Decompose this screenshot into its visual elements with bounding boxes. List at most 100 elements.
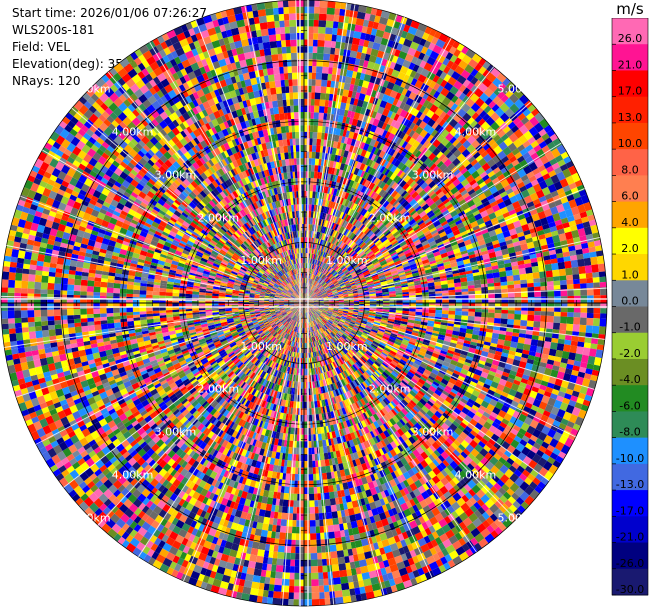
velocity-cell (490, 67, 501, 78)
velocity-cell (350, 233, 356, 240)
velocity-cell (505, 129, 514, 138)
velocity-cell (432, 147, 441, 157)
velocity-cell (487, 82, 498, 93)
velocity-cell (410, 221, 418, 228)
velocity-cell (332, 161, 337, 169)
velocity-cell (335, 161, 340, 169)
velocity-cell (346, 239, 352, 246)
velocity-cell (513, 138, 523, 149)
velocity-cell (524, 120, 534, 131)
velocity-cell (480, 150, 489, 158)
velocity-cell (385, 202, 393, 210)
velocity-cell (418, 189, 427, 198)
velocity-cell (344, 171, 350, 179)
velocity-cell (433, 90, 441, 99)
velocity-cell (422, 91, 430, 100)
velocity-cell (583, 342, 592, 349)
velocity-cell (308, 32, 314, 40)
velocity-cell (319, 152, 323, 160)
velocity-cell (337, 183, 343, 191)
velocity-cell (336, 155, 341, 163)
velocity-cell (448, 173, 456, 181)
velocity-cell (455, 310, 462, 316)
velocity-cell (340, 149, 345, 157)
velocity-cell (304, 65, 309, 73)
velocity-cell (462, 170, 472, 179)
velocity-cell (312, 66, 317, 73)
velocity-cell (330, 236, 335, 244)
velocity-cell (347, 239, 353, 246)
velocity-cell (427, 118, 436, 128)
velocity-cell (544, 263, 553, 272)
velocity-cell (449, 110, 458, 119)
velocity-cell (326, 213, 331, 221)
velocity-cell (557, 261, 566, 270)
velocity-cell (480, 316, 488, 323)
velocity-cell (312, 138, 317, 146)
velocity-cell (344, 229, 350, 236)
velocity-cell (355, 237, 362, 245)
instrument-label: WLS200s-181 (12, 23, 95, 37)
velocity-cell (345, 207, 351, 215)
velocity-cell (527, 104, 537, 113)
velocity-cell (349, 173, 354, 181)
velocity-cell (415, 134, 425, 144)
velocity-cell (346, 200, 352, 208)
velocity-cell (407, 160, 414, 169)
velocity-cell (404, 53, 414, 63)
velocity-cell (333, 14, 340, 22)
velocity-cell (327, 193, 332, 201)
velocity-cell (454, 97, 463, 106)
velocity-cell (324, 199, 328, 207)
velocity-cell (398, 50, 408, 60)
velocity-cell (380, 225, 388, 233)
velocity-cell (392, 200, 399, 207)
velocity-cell (482, 77, 493, 88)
velocity-cell (527, 310, 535, 316)
velocity-cell (347, 151, 353, 159)
velocity-cell (374, 251, 382, 257)
velocity-cell (443, 65, 451, 74)
velocity-cell (384, 211, 391, 218)
velocity-cell (553, 316, 561, 324)
velocity-cell (440, 87, 450, 97)
velocity-cell (346, 96, 352, 105)
velocity-cell (311, 224, 314, 232)
velocity-cell (399, 109, 408, 118)
velocity-cell (335, 210, 340, 217)
velocity-cell (374, 239, 381, 245)
velocity-cell (363, 202, 369, 210)
velocity-cell (327, 200, 332, 208)
velocity-cell (394, 212, 402, 220)
velocity-cell (417, 74, 427, 84)
velocity-cell (486, 273, 494, 279)
velocity-cell (424, 149, 433, 158)
velocity-cell (338, 15, 345, 23)
velocity-cell (462, 87, 471, 96)
velocity-cell (366, 230, 373, 237)
velocity-cell (599, 276, 607, 283)
velocity-cell (405, 97, 415, 107)
velocity-cell (368, 54, 377, 64)
velocity-cell (466, 90, 474, 99)
velocity-cell (579, 324, 587, 333)
velocity-cell (358, 38, 365, 47)
velocity-cell (429, 202, 438, 211)
velocity-cell (366, 196, 373, 204)
velocity-cell (329, 160, 335, 168)
velocity-cell (317, 119, 324, 127)
velocity-cell (433, 186, 441, 193)
velocity-cell (378, 214, 385, 222)
velocity-cell (313, 105, 320, 113)
velocity-cell (387, 125, 394, 133)
velocity-cell (592, 318, 601, 327)
velocity-cell (431, 195, 440, 203)
velocity-cell (350, 251, 357, 258)
velocity-cell (312, 231, 315, 238)
velocity-cell (425, 168, 433, 176)
velocity-cell (474, 290, 482, 295)
velocity-cell (382, 80, 389, 88)
velocity-cell (305, 191, 308, 198)
velocity-cell (406, 215, 414, 223)
velocity-cell (376, 171, 383, 179)
